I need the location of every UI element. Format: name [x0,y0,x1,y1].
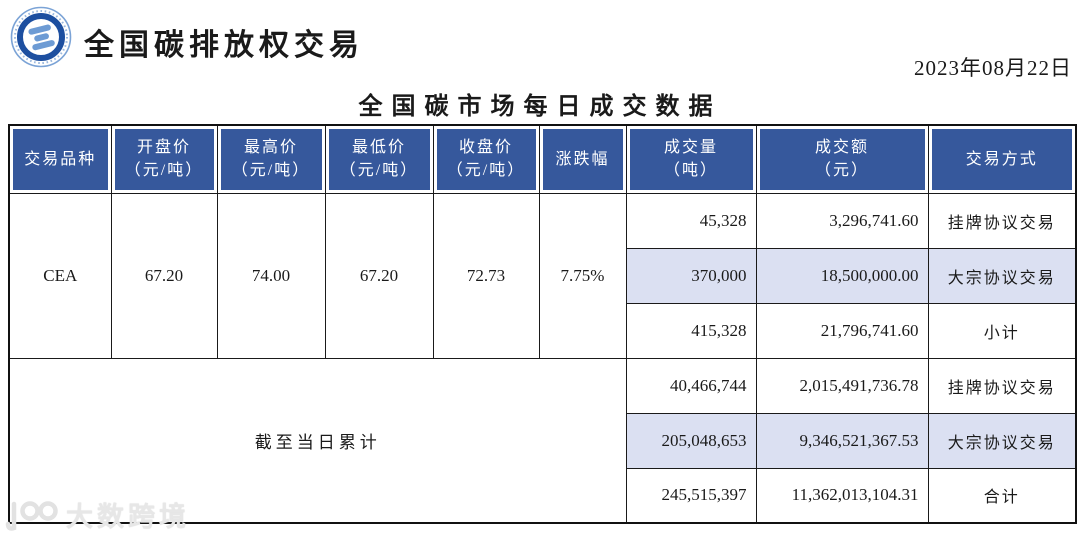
cell-volume: 370,000 [625,247,757,304]
cell-amount: 3,296,741.60 [755,192,929,249]
header-label: 最低价 [351,139,406,157]
cell-amount: 21,796,741.60 [755,302,929,359]
header-row: 交易品种 开盘价 （元/吨） 最高价 （元/吨） 最低价 （元/吨） 收盘价 （元/吨）… [8,124,1077,194]
cell-amount: 11,362,013,104.31 [755,467,929,524]
header-label: 成交额 [814,139,869,157]
cell-amount: 18,500,000.00 [755,247,929,304]
header-label: 最高价 [243,139,298,157]
col-header-volume: 成交量 （吨） [625,124,757,194]
cell-volume: 40,466,744 [625,357,757,414]
table-row-daily-2: 370,000 18,500,000.00 大宗协议交易 [9,247,1077,304]
table-row-daily-1: CEA 67.20 74.00 67.20 72.73 7.75% 45,328… [8,192,1077,359]
cell-low-price: 67.20 [324,192,434,359]
page-title: 全国碳市场每日成交数据 [358,94,722,120]
header-unit: （元/吨） [124,162,204,180]
report-date: 2023年08月22日 [914,56,1072,80]
col-header-change: 涨跌幅 [538,124,627,194]
col-header-low: 最低价 （元/吨） [324,124,434,194]
cell-volume: 205,048,653 [625,412,757,469]
table-row-cumulative-1: 截至当日累计 40,466,744 2,015,491,736.78 挂牌协议交… [8,357,1077,524]
cell-variety: CEA [8,192,112,359]
cell-amount: 2,015,491,736.78 [755,357,929,414]
header-unit: （元/吨） [231,162,311,180]
table-row-cumulative-2: 205,048,653 9,346,521,367.53 大宗协议交易 [9,412,1077,469]
cell-volume: 245,515,397 [625,467,757,524]
cell-open-price: 67.20 [110,192,218,359]
cell-high-price: 74.00 [216,192,326,359]
header-label: 涨跌幅 [555,150,610,168]
cell-method: 小计 [927,302,1077,359]
header-label: 收盘价 [458,139,513,157]
cell-method: 合计 [927,467,1077,524]
cell-close-price: 72.73 [432,192,540,359]
col-header-close: 收盘价 （元/吨） [432,124,540,194]
table-row-daily-3: 415,328 21,796,741.60 小计 [9,302,1077,359]
header-label: 交易品种 [24,150,97,168]
cell-amount: 9,346,521,367.53 [755,412,929,469]
daily-trading-table: 交易品种 开盘价 （元/吨） 最高价 （元/吨） 最低价 （元/吨） 收盘价 （元/吨）… [8,124,1077,524]
cell-cumulative-label: 截至当日累计 [8,357,627,524]
cell-volume: 415,328 [625,302,757,359]
col-header-high: 最高价 （元/吨） [216,124,326,194]
exchange-logo-svg [10,6,72,68]
col-header-open: 开盘价 （元/吨） [110,124,218,194]
cell-method: 大宗协议交易 [927,247,1077,304]
cell-volume: 45,328 [625,192,757,249]
col-header-amount: 成交额 （元） [755,124,929,194]
header-unit: （元/吨） [446,162,526,180]
col-header-variety: 交易品种 [8,124,112,194]
cell-method: 大宗协议交易 [927,412,1077,469]
cell-method: 挂牌协议交易 [927,192,1077,249]
table-row-cumulative-3: 245,515,397 11,362,013,104.31 合计 [9,467,1077,524]
header-label: 交易方式 [965,150,1038,168]
exchange-logo-icon [10,6,72,68]
col-header-method: 交易方式 [927,124,1077,194]
cell-change-percent: 7.75% [538,192,627,359]
brand-title: 全国碳排放权交易 [84,29,364,62]
cell-method: 挂牌协议交易 [927,357,1077,414]
header-unit: （元） [814,162,869,180]
header-label: 成交量 [663,139,718,157]
header-label: 开盘价 [136,139,191,157]
header-unit: （吨） [663,162,718,180]
header-unit: （元/吨） [339,162,419,180]
